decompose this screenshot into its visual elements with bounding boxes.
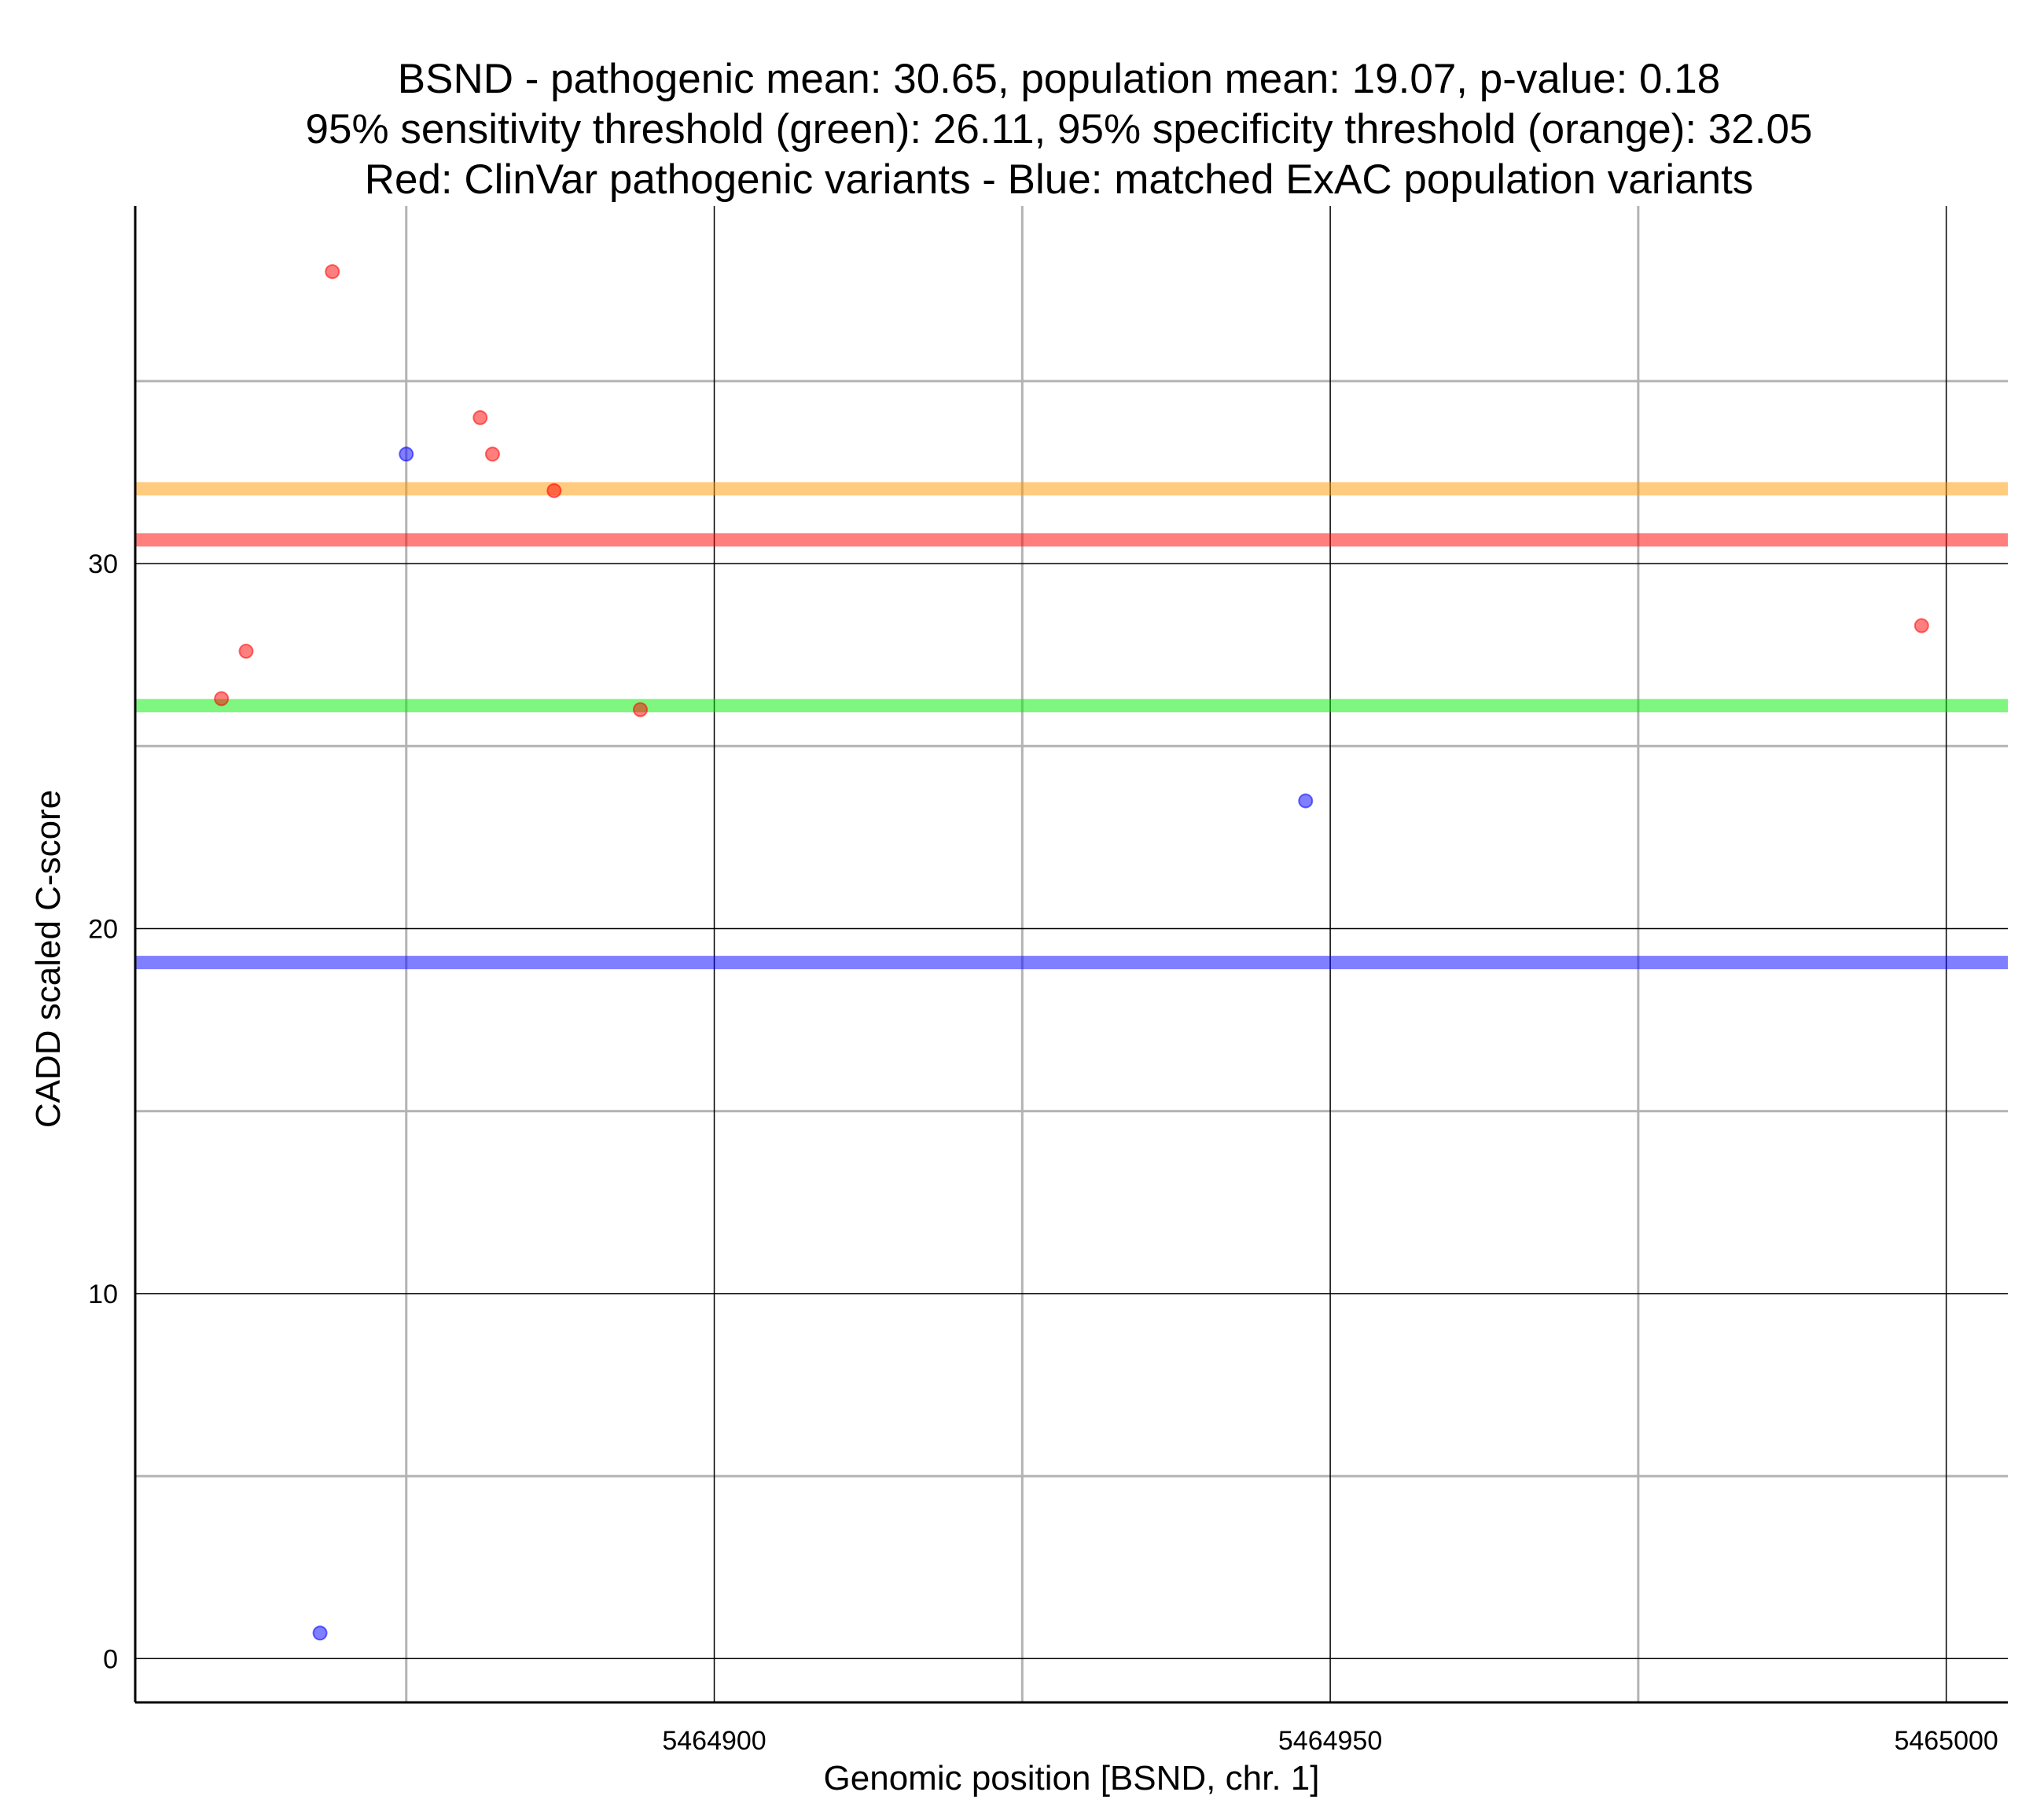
data-points — [214, 264, 1929, 1641]
axes — [134, 206, 2008, 1704]
y-tick-label: 20 — [88, 914, 118, 944]
data-point — [1913, 618, 1929, 633]
chart-title: BSND - pathogenic mean: 30.65, populatio… — [306, 56, 1813, 203]
title-line-3: Red: ClinVar pathogenic variants - Blue:… — [365, 156, 1754, 203]
data-point — [546, 483, 562, 498]
data-point — [472, 409, 488, 425]
title-line-2: 95% sensitivity threshold (green): 26.11… — [306, 106, 1813, 152]
data-point — [312, 1625, 328, 1641]
y-tick-label: 30 — [88, 549, 118, 579]
x-axis-title: Genomic position [BSND, chr. 1] — [824, 1759, 1320, 1797]
data-point — [325, 264, 340, 280]
data-point — [1298, 793, 1314, 809]
reference-lines — [135, 482, 2008, 970]
data-point — [214, 691, 230, 707]
y-axis-title: CADD scaled C-score — [29, 790, 68, 1128]
y-tick-label: 0 — [103, 1644, 118, 1674]
tick-labels: 5464900 5464950 5465000 0 10 20 30 — [88, 549, 1998, 1756]
data-point — [399, 446, 414, 462]
y-tick-label: 10 — [88, 1280, 118, 1309]
title-line-1: BSND - pathogenic mean: 30.65, populatio… — [398, 56, 1720, 102]
x-tick-label: 5464900 — [662, 1726, 766, 1756]
data-point — [484, 446, 500, 462]
grid — [135, 206, 2008, 1702]
data-point — [238, 644, 254, 659]
data-point — [633, 702, 649, 718]
x-tick-label: 5465000 — [1894, 1726, 1998, 1756]
x-tick-label: 5464950 — [1278, 1726, 1382, 1756]
